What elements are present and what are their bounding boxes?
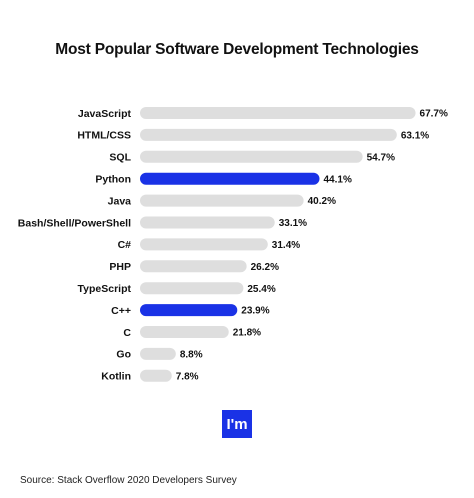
- bar-javascript: [140, 107, 416, 119]
- category-label-sql: SQL: [109, 152, 131, 164]
- chart-title: Most Popular Software Development Techno…: [55, 41, 419, 58]
- value-label-kotlin: 7.8%: [176, 371, 199, 382]
- value-label-bash-shell-powershell: 33.1%: [279, 218, 307, 229]
- category-label-csharp: C#: [118, 239, 132, 251]
- category-label-javascript: JavaScript: [78, 108, 132, 120]
- bar-go: [140, 347, 176, 360]
- bar-sql: [140, 150, 363, 163]
- value-label-c: 21.8%: [233, 328, 261, 339]
- category-label-kotlin: Kotlin: [101, 371, 131, 383]
- category-label-php: PHP: [109, 261, 131, 273]
- source-note: Source: Stack Overflow 2020 Developers S…: [20, 475, 237, 486]
- category-label-c: C: [123, 327, 131, 339]
- brand-logo: I'm: [222, 410, 252, 438]
- category-label-html-css: HTML/CSS: [77, 130, 131, 142]
- value-label-go: 8.8%: [180, 350, 203, 361]
- bar-kotlin: [140, 369, 172, 382]
- category-label-java: Java: [108, 195, 132, 207]
- value-label-php: 26.2%: [251, 262, 279, 273]
- bar-chart: JavaScript 67.7% HTML/CSS 63.1% SQL 54.7% Pyth…: [18, 107, 448, 383]
- value-label-sql: 54.7%: [367, 152, 395, 163]
- bar-csharp: [140, 238, 268, 251]
- value-label-typescript: 25.4%: [247, 284, 275, 295]
- bar-python: [140, 172, 320, 185]
- bar-typescript: [140, 282, 244, 295]
- bar-c: [140, 326, 229, 338]
- bar-cplusplus: [140, 304, 238, 317]
- value-label-javascript: 67.7%: [420, 109, 448, 120]
- bar-bash-shell-powershell: [140, 216, 275, 229]
- category-label-cplusplus: C++: [111, 305, 131, 317]
- category-label-go: Go: [116, 349, 131, 361]
- value-label-cplusplus: 23.9%: [241, 306, 269, 317]
- value-label-python: 44.1%: [323, 174, 351, 185]
- category-label-bash-shell-powershell: Bash/Shell/PowerShell: [18, 217, 131, 229]
- value-label-csharp: 31.4%: [272, 240, 300, 251]
- category-label-typescript: TypeScript: [78, 283, 132, 295]
- bar-html-css: [140, 128, 397, 141]
- bar-php: [140, 260, 247, 273]
- bar-java: [140, 194, 304, 207]
- category-label-python: Python: [95, 174, 131, 186]
- value-label-java: 40.2%: [308, 196, 336, 207]
- value-label-html-css: 63.1%: [401, 131, 429, 142]
